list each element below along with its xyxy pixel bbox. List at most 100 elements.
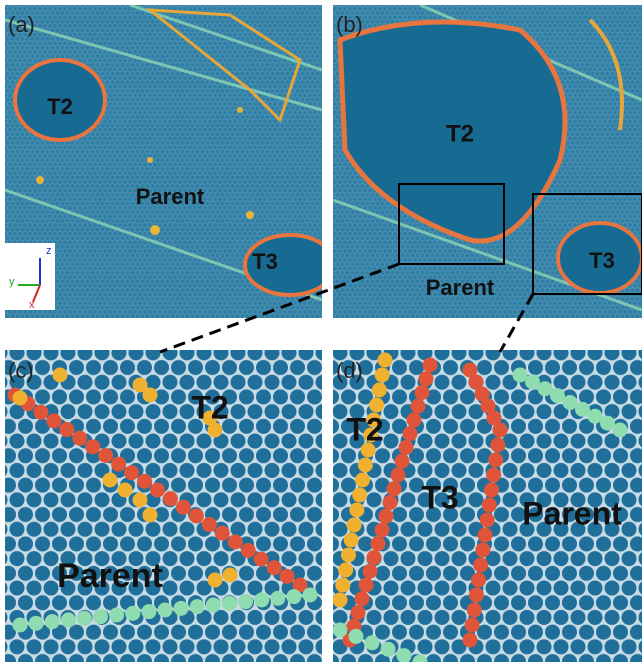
atom [375, 523, 390, 538]
region-label: Parent [136, 184, 205, 209]
atom [375, 368, 390, 383]
atom [124, 465, 139, 480]
atom [228, 534, 243, 549]
atom [465, 618, 480, 633]
atom [486, 468, 501, 483]
atom [473, 558, 488, 573]
atom [355, 591, 370, 606]
atom [341, 548, 356, 563]
panel-c [5, 350, 322, 662]
atom [403, 426, 418, 441]
axis-label: x [29, 299, 35, 311]
region-label: Parent [522, 495, 622, 531]
atom [202, 517, 217, 532]
atom [158, 603, 173, 618]
atom [613, 423, 628, 438]
atom [143, 388, 158, 403]
atom [72, 431, 87, 446]
atom [174, 601, 189, 616]
axis-label: z [46, 245, 52, 257]
atom [143, 508, 158, 523]
atom [103, 473, 118, 488]
atom [53, 368, 68, 383]
atom [335, 578, 350, 593]
region-label: Parent [426, 275, 495, 300]
atom [372, 383, 387, 398]
atom [270, 591, 285, 606]
region-label: T2 [346, 411, 383, 447]
atom [46, 413, 61, 428]
atom [359, 578, 374, 593]
atom [463, 633, 478, 648]
atom [490, 438, 505, 453]
atom [280, 569, 295, 584]
atom [352, 488, 367, 503]
atom [415, 385, 430, 400]
atom [111, 457, 126, 472]
atom [478, 528, 493, 543]
atom [480, 513, 495, 528]
atom [391, 468, 406, 483]
atom [407, 413, 422, 428]
panel-label: (b) [336, 12, 363, 37]
region-label: T2 [47, 94, 73, 119]
atom [150, 483, 165, 498]
atom [333, 623, 348, 638]
atom [488, 453, 503, 468]
atom [371, 536, 386, 551]
atom [267, 560, 282, 575]
atom [85, 439, 100, 454]
atom [189, 508, 204, 523]
atom [163, 491, 178, 506]
atom [215, 526, 230, 541]
atom [369, 398, 384, 413]
atom [59, 422, 74, 437]
atom [347, 518, 362, 533]
atom [367, 550, 382, 565]
atom [109, 608, 124, 623]
atom [208, 573, 223, 588]
atom [176, 500, 191, 515]
atom [338, 563, 353, 578]
atom [61, 613, 76, 628]
atom [137, 474, 152, 489]
atom [125, 606, 140, 621]
axis-triad: z y x [5, 243, 55, 311]
atom [206, 598, 221, 613]
atom [29, 616, 44, 631]
atom [411, 399, 426, 414]
atom [238, 594, 253, 609]
atom [475, 543, 490, 558]
region-label: T2 [191, 389, 228, 425]
atom [13, 618, 28, 633]
atom [33, 405, 48, 420]
region-label: T2 [446, 120, 474, 147]
atom [118, 483, 133, 498]
panel-label: (a) [8, 12, 35, 37]
atom [351, 605, 366, 620]
atom [381, 642, 396, 657]
atom [13, 391, 28, 406]
atom [286, 589, 301, 604]
region-label: T3 [252, 249, 278, 274]
atom [395, 454, 410, 469]
atom [241, 543, 256, 558]
region-label: Parent [57, 557, 163, 595]
panel-label: (c) [8, 358, 34, 383]
axis-label: y [9, 276, 15, 288]
atom [141, 604, 156, 619]
atom [482, 498, 497, 513]
atom [358, 458, 373, 473]
atom [378, 353, 393, 368]
atom [77, 611, 92, 626]
atom [387, 481, 402, 496]
atom [365, 635, 380, 650]
atom [484, 483, 499, 498]
atom [355, 473, 370, 488]
atom [223, 568, 238, 583]
atom [349, 629, 364, 644]
atom [98, 448, 113, 463]
region-label: T3 [421, 479, 458, 515]
atom [190, 599, 205, 614]
atom [467, 603, 482, 618]
